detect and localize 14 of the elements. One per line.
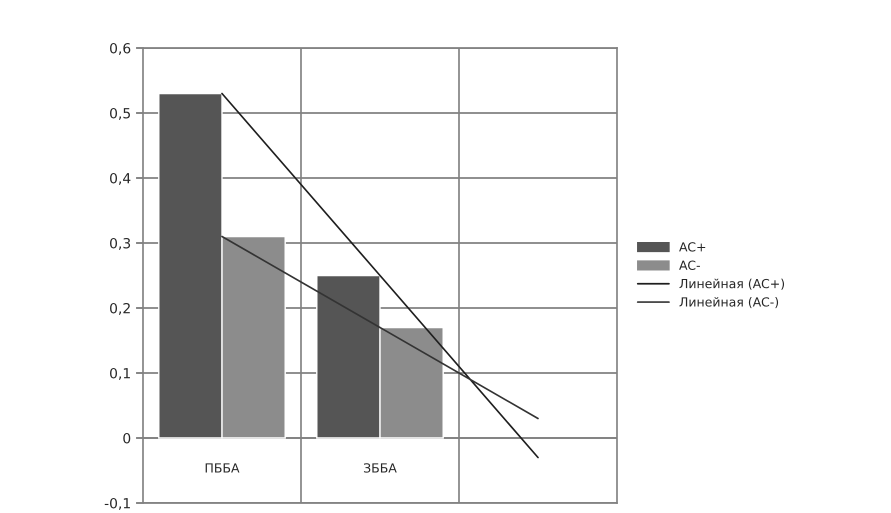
x-tick-label: ЗББА [364,463,397,473]
x-tick-label: ПББА [206,463,240,472]
y-tick-label: 0,2 [110,302,130,315]
y-tick-label: 0,5 [110,108,130,120]
legend-label: AC+ [679,242,706,252]
legend-label: AC- [679,260,700,270]
legend-label: Линейная (AC-) [679,296,778,308]
y-tick-label: 0 [123,432,130,444]
y-tick-label: 0,3 [110,238,130,250]
y-tick-label: 0,6 [110,42,130,55]
y-tick-label: 0,4 [110,172,130,185]
legend-label: Линейная (AC+) [679,278,784,290]
y-tick-label: 0,1 [110,368,130,380]
y-tick-label: -0,1 [104,498,130,510]
